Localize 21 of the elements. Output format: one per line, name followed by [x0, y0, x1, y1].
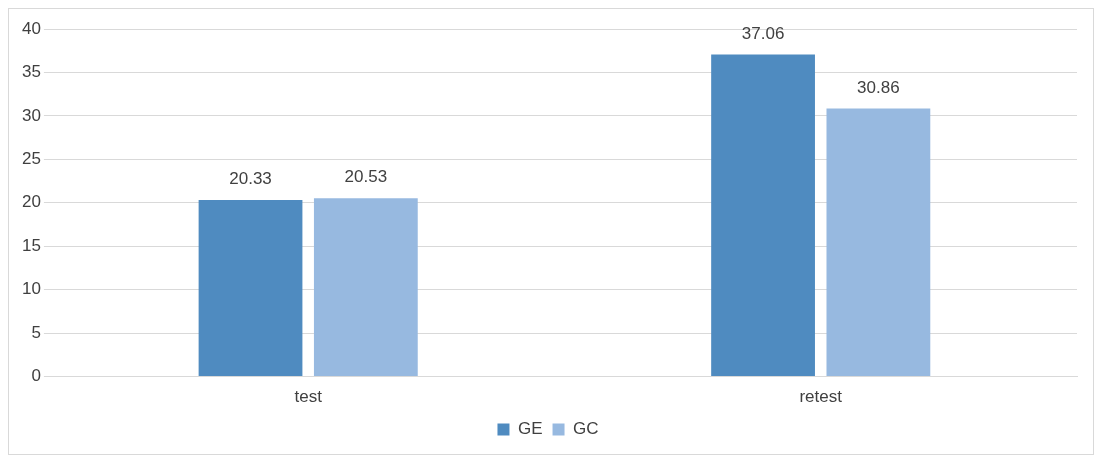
x-tick-label: test [294, 387, 323, 407]
y-tick-label: 0 [31, 366, 41, 386]
y-tick-label: 40 [21, 18, 41, 38]
y-tick-label: 25 [21, 149, 41, 169]
bar [826, 108, 931, 377]
y-tick-label: 10 [21, 279, 41, 299]
data-label: 30.86 [857, 77, 900, 97]
bar [711, 54, 815, 377]
data-label: 20.53 [344, 167, 388, 187]
legend-label: GE [517, 419, 543, 439]
y-tick-label: 5 [31, 322, 41, 342]
y-tick-label: 30 [21, 105, 41, 125]
y-tick-label: 20 [21, 192, 41, 212]
data-label: 20.33 [229, 169, 272, 189]
bar [313, 198, 418, 377]
bar [198, 199, 303, 377]
legend-label: GC [573, 419, 599, 439]
y-tick-label: 15 [21, 235, 41, 255]
data-label: 37.06 [741, 23, 785, 43]
x-tick-label: retest [799, 387, 843, 407]
y-tick-label: 35 [21, 62, 41, 82]
